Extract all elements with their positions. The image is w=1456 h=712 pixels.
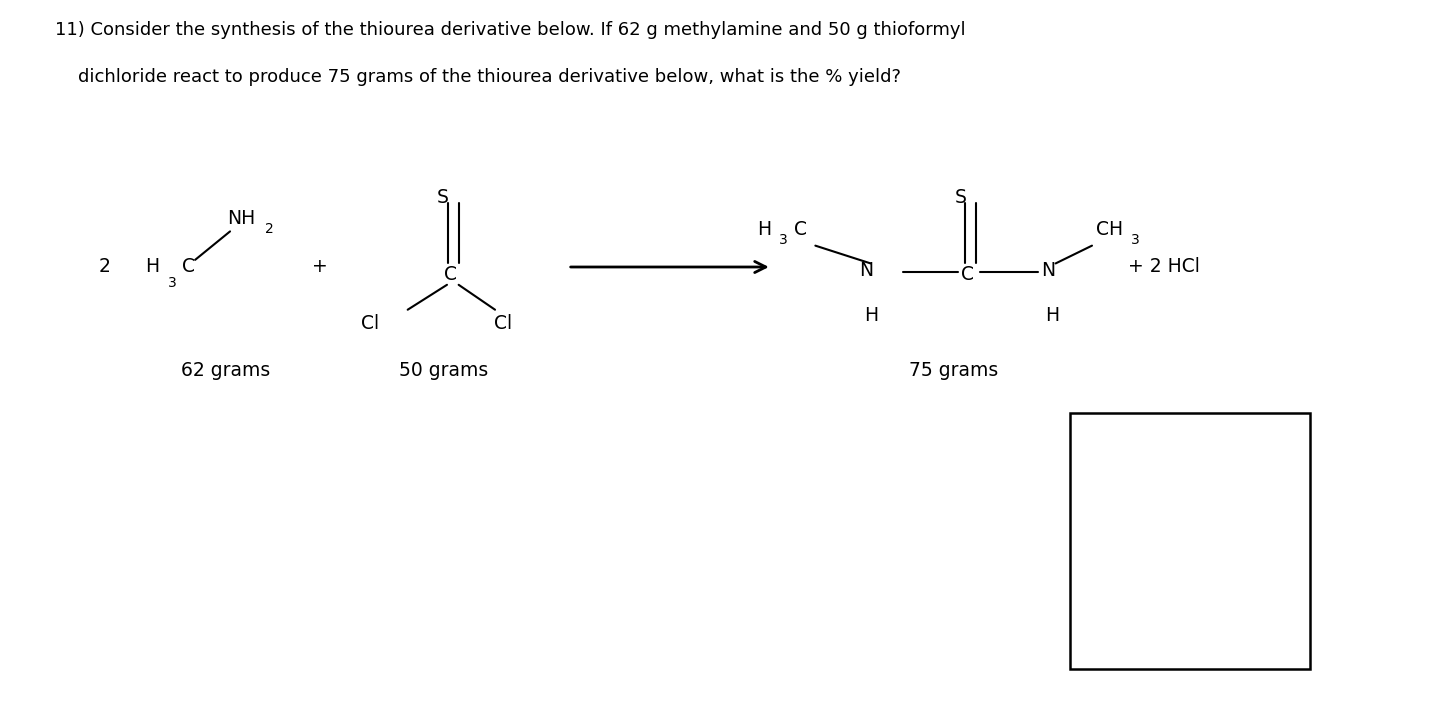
- Text: C: C: [182, 258, 195, 276]
- Text: Cl: Cl: [494, 315, 511, 333]
- Text: 50 grams: 50 grams: [399, 361, 489, 379]
- Text: S: S: [437, 188, 448, 206]
- Text: dichloride react to produce 75 grams of the thiourea derivative below, what is t: dichloride react to produce 75 grams of …: [55, 68, 901, 85]
- Text: H: H: [146, 258, 160, 276]
- Text: Cl: Cl: [361, 315, 379, 333]
- Text: S: S: [955, 188, 967, 206]
- Text: C: C: [444, 265, 457, 283]
- FancyBboxPatch shape: [1070, 413, 1310, 669]
- Text: H: H: [1045, 306, 1060, 325]
- Text: 62 grams: 62 grams: [181, 361, 271, 379]
- Text: 2: 2: [265, 221, 274, 236]
- Text: + 2 HCl: + 2 HCl: [1128, 258, 1200, 276]
- Text: C: C: [794, 221, 807, 239]
- Text: H: H: [757, 221, 772, 239]
- Text: 75 grams: 75 grams: [909, 361, 999, 379]
- Text: 2: 2: [99, 258, 111, 276]
- Text: N: N: [859, 261, 874, 280]
- Text: C: C: [961, 265, 974, 283]
- Text: 3: 3: [779, 233, 788, 247]
- Text: 11) Consider the synthesis of the thiourea derivative below. If 62 g methylamine: 11) Consider the synthesis of the thiour…: [55, 21, 965, 39]
- Text: 3: 3: [167, 276, 176, 290]
- Text: 3: 3: [1131, 233, 1140, 247]
- Text: N: N: [1041, 261, 1056, 280]
- Text: NH: NH: [227, 209, 255, 228]
- Text: +: +: [313, 258, 328, 276]
- Text: H: H: [863, 306, 878, 325]
- Text: CH: CH: [1096, 221, 1124, 239]
